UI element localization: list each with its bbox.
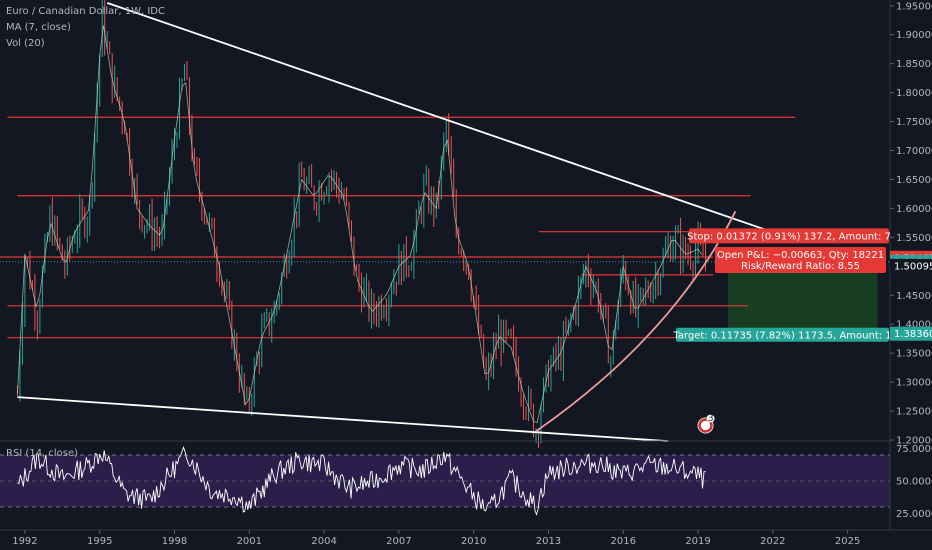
target-price-tag-bg: [890, 326, 932, 341]
rsi-line: [17, 445, 706, 516]
ma-line: [17, 25, 703, 424]
target-price-tag: 1.38360: [894, 329, 932, 340]
pnl-label-text: Risk/Reward Ratio: 8.55: [741, 261, 860, 272]
upper-trend-line: [106, 2, 794, 240]
rsi-tick-label: 25.0000: [896, 509, 932, 520]
price-tick-label: 1.90000: [896, 30, 932, 41]
rsi-legend[interactable]: RSI (14, close): [6, 448, 79, 459]
pnl-label-bg: [715, 247, 886, 274]
ma-legend[interactable]: MA (7, close): [6, 22, 71, 33]
price-tick-label: 1.75000: [896, 117, 932, 128]
price-tick-label: 1.25000: [896, 407, 932, 418]
price-tick-label: 1.60000: [896, 204, 932, 215]
time-tick-label: 2004: [311, 536, 336, 547]
pnl-label-text: Open P&L: −0.00663, Qty: 18221: [717, 250, 884, 261]
price-tags: Stop: 0.01372 (0.91%) 137.2, Amount: 7 Op…: [672, 228, 932, 342]
price-tick-label: 1.40000: [896, 320, 932, 331]
symbol-legend[interactable]: Euro / Canadian Dollar, 1W, IDC: [6, 6, 165, 17]
stop-label: Stop: 0.01372 (0.91%) 137.2, Amount: 7: [687, 228, 891, 244]
price-tick-label: 1.20000: [896, 436, 932, 447]
time-tick-label: 2025: [835, 536, 860, 547]
price-tick-label: 1.55000: [896, 233, 932, 244]
stop-label-text: Stop: 0.01372 (0.91%) 137.2, Amount: 7: [687, 231, 891, 242]
time-tick-label: 1992: [12, 536, 37, 547]
price-tick-label: 1.80000: [896, 88, 932, 99]
price-tick-label: 1.30000: [896, 378, 932, 389]
time-tick-label: 2010: [461, 536, 486, 547]
target-label-text: Target: 0.11735 (7.82%) 1173.5, Amount: …: [672, 331, 891, 342]
pnl-label: Open P&L: −0.00663, Qty: 18221Risk/Rewar…: [715, 247, 886, 274]
price-series: [16, 0, 707, 448]
event-marker-ring: [698, 418, 713, 433]
price-tick-label: 1.95000: [896, 1, 932, 12]
time-tick-label: 2016: [611, 536, 636, 547]
stop-label-bg: [689, 228, 889, 244]
time-tick-label: 2007: [386, 536, 411, 547]
price-tick-label: 1.85000: [896, 59, 932, 70]
time-tick-label: 1995: [87, 536, 112, 547]
entry-price-tag-bg: [890, 258, 932, 273]
event-count-label: 3: [707, 413, 713, 424]
target-label-bg: [676, 327, 889, 342]
target-zone: [727, 265, 878, 334]
rsi-tick-label: 75.0000: [896, 444, 932, 455]
price-tick-label: 1.65000: [896, 175, 932, 186]
price-tick-label: 1.45000: [896, 291, 932, 302]
vol-legend[interactable]: Vol (20): [6, 38, 45, 49]
event-count-badge: [706, 414, 715, 423]
time-tick-label: 2019: [685, 536, 710, 547]
time-tick-label: 2001: [237, 536, 262, 547]
entry-price-tag: 1.50095: [894, 261, 932, 272]
time-axis[interactable]: 1992 1995 1998 2001 2004 2007 2010 2013 2016 2019…: [0, 529, 932, 547]
rsi-tick-label: 50.0000: [896, 477, 932, 488]
target-label: Target: 0.11735 (7.82%) 1173.5, Amount: …: [672, 327, 892, 342]
lower-trend-line: [17, 396, 669, 443]
price-tick-label: 1.70000: [896, 146, 932, 157]
rsi-band-fill: [0, 455, 890, 507]
time-tick-label: 2013: [536, 536, 561, 547]
time-tick-label: 1998: [162, 536, 187, 547]
rsi-pane: [0, 440, 890, 516]
time-tick-label: 2022: [760, 536, 785, 547]
price-tick-label: 1.35000: [896, 349, 932, 360]
